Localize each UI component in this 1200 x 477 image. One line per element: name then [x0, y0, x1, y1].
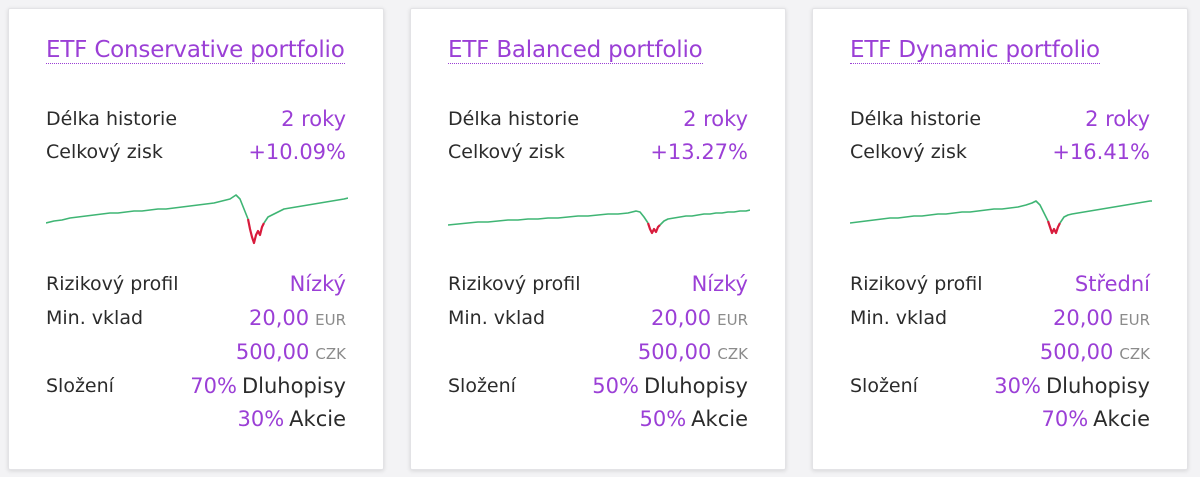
composition-stocks: 50% Akcie [639, 407, 748, 431]
total-gain-label: Celkový zisk [448, 141, 565, 163]
history-label: Délka historie [448, 108, 580, 130]
currency-czk: CZK [717, 345, 748, 363]
history-row: Délka historie 2 roky [448, 104, 748, 134]
performance-sparkline [46, 194, 348, 245]
card-title: ETF Dynamic portfolio [850, 32, 1150, 69]
composition-row: Složení 30% Dluhopisy [850, 371, 1150, 401]
total-gain-value: +10.09% [248, 140, 346, 164]
composition-stocks: 30% Akcie [237, 407, 346, 431]
min-deposit-czk-row: 500,00 CZK [850, 337, 1150, 367]
currency-eur: EUR [717, 311, 748, 329]
sparkline-down [1046, 220, 1061, 235]
sparkline-down [646, 222, 661, 235]
sparkline-recovery [263, 197, 348, 224]
composition-row: Složení 70% Dluhopisy [46, 371, 346, 401]
composition-bonds: 30% Dluhopisy [994, 374, 1150, 398]
risk-profile-row: Rizikový profil Nízký [448, 269, 748, 299]
performance-sparkline [448, 209, 750, 235]
min-deposit-eur: 20,00 EUR [650, 306, 748, 330]
min-deposit-czk: 500,00 CZK [235, 340, 346, 364]
min-deposit-label: Min. vklad [850, 307, 948, 329]
composition-label: Složení [850, 375, 918, 397]
risk-profile-row: Rizikový profil Nízký [46, 269, 346, 299]
min-deposit-label: Min. vklad [448, 307, 546, 329]
total-gain-row: Celkový zisk +10.09% [46, 137, 346, 167]
sparkline-down [246, 218, 265, 245]
min-deposit-row: Min. vklad 20,00 EUR [448, 303, 748, 333]
sparkline-up [448, 210, 649, 226]
total-gain-label: Celkový zisk [46, 141, 163, 163]
composition-stocks-row: 70% Akcie [850, 404, 1150, 434]
total-gain-value: +16.41% [1052, 140, 1150, 164]
total-gain-label: Celkový zisk [850, 141, 967, 163]
min-deposit-row: Min. vklad 20,00 EUR [46, 303, 346, 333]
composition-bonds: 70% Dluhopisy [190, 374, 346, 398]
sparkline-recovery [1059, 200, 1152, 224]
min-deposit-eur: 20,00 EUR [1052, 306, 1150, 330]
portfolio-card-balanced: ETF Balanced portfolio Délka historie 2 … [410, 8, 786, 470]
history-value: 2 roky [683, 107, 748, 131]
risk-profile-label: Rizikový profil [850, 273, 983, 295]
sparkline-up [850, 200, 1049, 224]
history-value: 2 roky [1085, 107, 1150, 131]
composition-stocks: 70% Akcie [1041, 407, 1150, 431]
risk-profile-row: Rizikový profil Střední [850, 269, 1150, 299]
history-row: Délka historie 2 roky [46, 104, 346, 134]
risk-profile-label: Rizikový profil [448, 273, 581, 295]
portfolio-title-link[interactable]: ETF Balanced portfolio [448, 37, 703, 64]
portfolio-title-link[interactable]: ETF Dynamic portfolio [850, 37, 1100, 64]
min-deposit-label: Min. vklad [46, 307, 144, 329]
min-deposit-eur: 20,00 EUR [248, 306, 346, 330]
composition-label: Složení [448, 375, 516, 397]
currency-czk: CZK [315, 345, 346, 363]
currency-czk: CZK [1119, 345, 1150, 363]
composition-stocks-row: 50% Akcie [448, 404, 748, 434]
composition-label: Složení [46, 375, 114, 397]
portfolio-title-link[interactable]: ETF Conservative portfolio [46, 37, 345, 64]
total-gain-row: Celkový zisk +16.41% [850, 137, 1150, 167]
total-gain-row: Celkový zisk +13.27% [448, 137, 748, 167]
risk-profile-value: Nízký [289, 272, 346, 296]
min-deposit-czk: 500,00 CZK [637, 340, 748, 364]
sparkline-up [46, 194, 249, 224]
history-label: Délka historie [850, 108, 982, 130]
min-deposit-row: Min. vklad 20,00 EUR [850, 303, 1150, 333]
risk-profile-value: Nízký [691, 272, 748, 296]
performance-sparkline [850, 200, 1152, 235]
card-title: ETF Conservative portfolio [46, 32, 346, 69]
total-gain-value: +13.27% [650, 140, 748, 164]
currency-eur: EUR [1119, 311, 1150, 329]
risk-profile-label: Rizikový profil [46, 273, 179, 295]
history-value: 2 roky [281, 107, 346, 131]
composition-row: Složení 50% Dluhopisy [448, 371, 748, 401]
sparkline-recovery [659, 209, 750, 226]
currency-eur: EUR [315, 311, 346, 329]
risk-profile-value: Střední [1074, 272, 1150, 296]
card-title: ETF Balanced portfolio [448, 32, 748, 69]
composition-bonds: 50% Dluhopisy [592, 374, 748, 398]
portfolio-card-conservative: ETF Conservative portfolio Délka histori… [8, 8, 384, 470]
history-row: Délka historie 2 roky [850, 104, 1150, 134]
history-label: Délka historie [46, 108, 178, 130]
portfolio-card-dynamic: ETF Dynamic portfolio Délka historie 2 r… [812, 8, 1188, 470]
min-deposit-czk: 500,00 CZK [1039, 340, 1150, 364]
composition-stocks-row: 30% Akcie [46, 404, 346, 434]
min-deposit-czk-row: 500,00 CZK [448, 337, 748, 367]
min-deposit-czk-row: 500,00 CZK [46, 337, 346, 367]
